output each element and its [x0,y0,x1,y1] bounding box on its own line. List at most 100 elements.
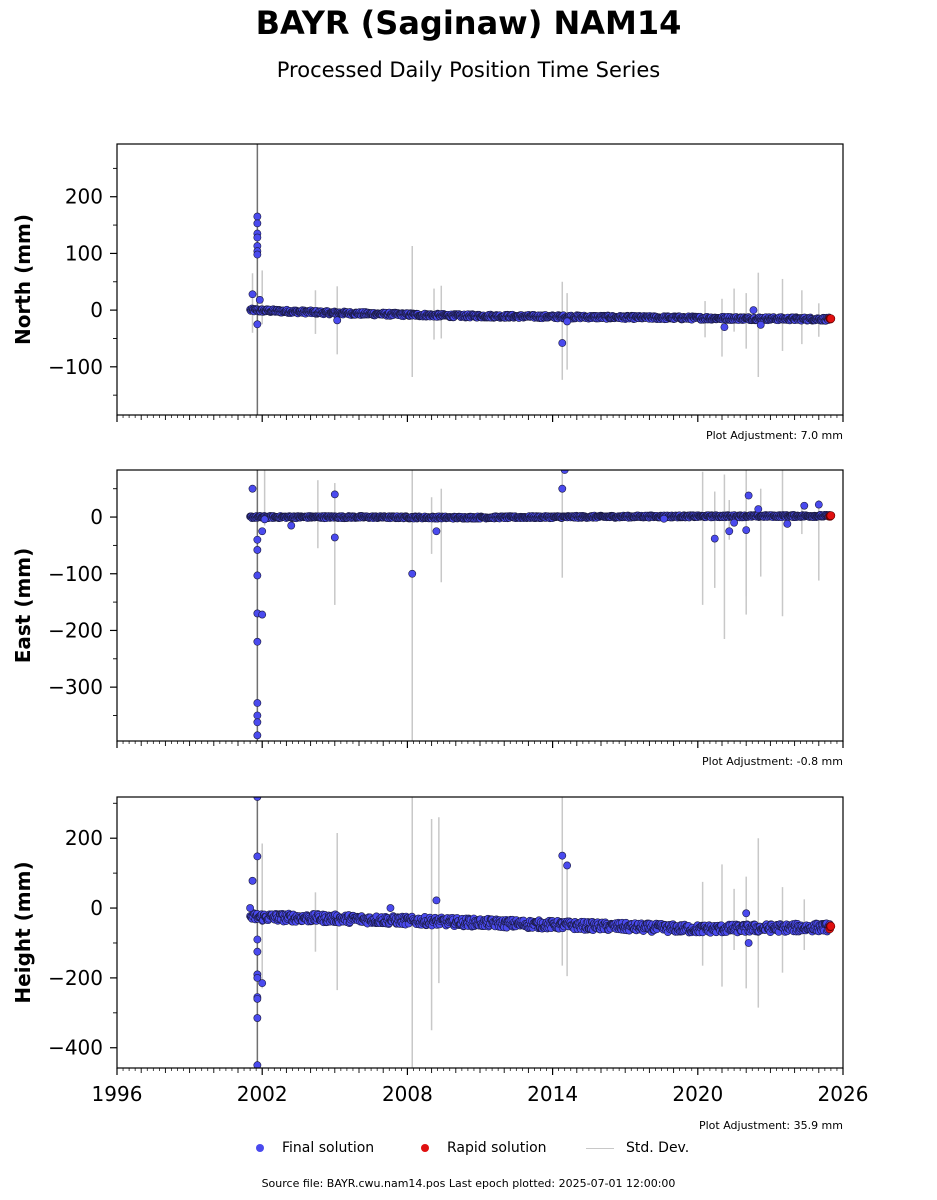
y-tick-label: −100 [48,355,103,379]
final-solution-outlier [253,535,262,544]
chart-subtitle: Processed Daily Position Time Series [276,58,661,82]
final-solution-outlier [710,534,719,543]
panel-plot-area-0 [246,144,836,415]
y-axis-label: East (mm) [11,548,35,664]
final-solution-outlier [253,546,262,554]
final-solution-outlier [725,527,734,536]
legend-final-marker [256,1144,264,1152]
x-tick-label: 2020 [672,1082,723,1106]
rapid-solution-point [826,921,836,931]
source-footer: Source file: BAYR.cwu.nam14.pos Last epo… [261,1177,676,1190]
final-solution-outlier [248,290,257,299]
legend-stddev-line [586,1147,614,1149]
final-solution-outlier [253,973,262,982]
final-solution-outlier [253,718,262,727]
final-solution-outlier [246,904,254,912]
final-solution-outlier [253,731,262,740]
x-tick-label: 2026 [818,1082,869,1106]
final-solution-outlier [563,317,572,326]
final-solution-outlier [253,711,262,720]
final-solution-outlier [432,527,441,536]
y-tick-label: −200 [48,618,103,642]
final-solution-outlier [248,876,257,885]
final-solution-outlier [386,904,395,912]
final-solution-outlier [563,861,572,870]
final-solution-outlier [253,1014,262,1022]
final-solution-outlier [660,514,668,523]
final-solution-outlier [255,296,264,304]
final-solution-outlier [258,527,267,536]
x-tick-label: 1996 [92,1082,143,1106]
panel-0: −100 0 100 200 North (mm) [11,143,844,422]
final-solution-outlier [749,306,758,315]
final-solution-outlier [260,515,269,524]
y-axis-label: Height (mm) [11,861,35,1003]
legend: Final solution Rapid solution Std. Dev. [240,1138,710,1158]
y-tick-label: −300 [48,675,103,699]
final-solution-outlier [560,470,569,474]
final-solution-outlier [744,939,753,947]
y-tick-label: −200 [48,966,103,990]
final-solution-outlier [253,637,262,646]
final-solution-outlier [432,896,441,905]
final-solution-outlier [742,909,751,918]
final-solution-outlier [258,610,267,619]
y-tick-label: −400 [48,1036,103,1060]
legend-stddev: Std. Dev. [586,1138,689,1158]
rapid-solution-point [826,511,836,520]
final-solution-outlier [408,569,417,578]
height-plot-adjustment: Plot Adjustment: 35.9 mm [698,1119,843,1132]
y-tick-label: 0 [90,298,103,322]
final-solution-outlier [253,1061,262,1068]
final-solution-outlier [253,852,262,861]
final-solution-outlier [253,571,262,580]
final-solution-outlier [253,219,262,228]
panel-plot-area-2 [246,797,836,1068]
final-solution-outlier [744,491,753,500]
panel-2: −400 −200 0 200 Height (mm) 1996 2002 2008 2014 2… [11,796,869,1106]
final-solution-outlier [253,935,262,944]
final-solution-outlier [720,323,729,332]
chart-title: BAYR (Saginaw) NAM14 [255,4,682,42]
final-solution-outlier [333,316,342,325]
final-solution-outlier [253,233,262,242]
x-tick-label: 2008 [382,1082,433,1106]
final-solution-outlier [558,339,567,347]
y-tick-label: −100 [48,562,103,586]
y-axis-label: North (mm) [11,214,35,345]
final-solution-outlier [253,699,262,707]
legend-rapid-marker [421,1144,429,1152]
final-solution-outlier [756,320,765,329]
y-tick-label: 200 [65,826,103,850]
final-solution-outlier [253,212,262,221]
y-tick-label: 200 [65,185,103,209]
panel-1: −300 −200 −100 0 East (mm) [11,469,844,748]
final-solution-outlier [253,947,262,956]
panel-frame [116,469,844,742]
x-tick-label: 2002 [237,1082,288,1106]
final-solution-outlier [287,521,296,530]
final-solution-outlier [814,500,823,509]
final-solution-outlier [558,484,567,493]
legend-rapid: Rapid solution [421,1138,547,1158]
legend-stddev-label: Std. Dev. [626,1140,690,1156]
north-plot-adjustment: Plot Adjustment: 7.0 mm [705,429,843,442]
legend-final: Final solution [256,1138,374,1158]
rapid-solution-point [826,314,836,323]
east-plot-adjustment: Plot Adjustment: -0.8 mm [702,755,843,768]
final-solution-outlier [253,994,262,1003]
legend-rapid-label: Rapid solution [447,1140,547,1156]
panel-plot-area-1 [246,470,836,741]
final-solution-outlier [783,519,792,528]
y-tick-label: 100 [65,241,103,265]
final-solution-outlier [742,526,751,534]
panel-frame [116,143,844,416]
final-solution-outlier [258,979,267,988]
y-tick-label: 0 [90,896,103,920]
final-solution-outlier [800,501,809,510]
final-solution-outlier [730,518,738,527]
final-solution-outlier [330,490,339,499]
x-tick-label: 2014 [527,1082,578,1106]
final-solution-outlier [330,533,339,542]
final-solution-outlier [248,484,257,493]
